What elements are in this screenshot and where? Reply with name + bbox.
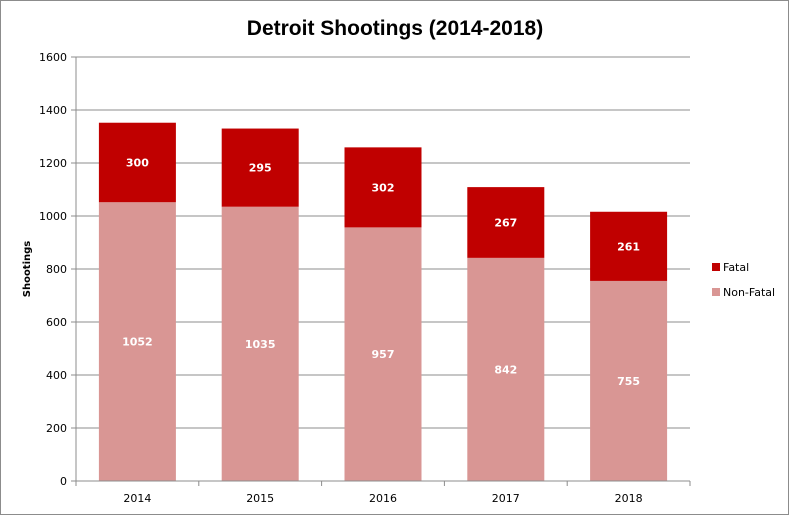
y-tick-label: 1200 xyxy=(39,157,67,170)
x-tick-label: 2014 xyxy=(123,492,151,505)
y-tick-label: 400 xyxy=(46,369,67,382)
bar-fatal xyxy=(590,211,668,281)
x-tick-label: 2018 xyxy=(615,492,643,505)
bar-non-fatal xyxy=(344,227,422,481)
bar-fatal xyxy=(467,187,545,258)
x-tick-label: 2016 xyxy=(369,492,397,505)
bar-fatal xyxy=(221,128,299,207)
data-label: 267 xyxy=(494,216,517,229)
y-tick-label: 1600 xyxy=(39,51,67,64)
y-tick-label: 1400 xyxy=(39,104,67,117)
bar-fatal xyxy=(98,122,176,203)
y-axis-label: Shootings xyxy=(22,241,33,298)
data-label: 957 xyxy=(372,348,395,361)
legend-label: Non-Fatal xyxy=(723,286,775,299)
axes: 0 200 400 600 800 1000 1200 1400 1600 2014 2015 201… xyxy=(39,51,691,505)
x-tick-label: 2015 xyxy=(246,492,274,505)
bar-non-fatal xyxy=(467,257,545,481)
legend: Fatal Non-Fatal xyxy=(712,261,775,299)
chart-title: Detroit Shootings (2014-2018) xyxy=(247,17,543,40)
bar-non-fatal xyxy=(98,202,176,481)
y-tick-label: 1000 xyxy=(39,210,67,223)
data-label: 1052 xyxy=(122,336,153,349)
data-label: 295 xyxy=(249,162,272,175)
y-tick-label: 600 xyxy=(46,316,67,329)
y-tick-label: 800 xyxy=(46,263,67,276)
legend-label: Fatal xyxy=(723,261,749,274)
y-tick-label: 200 xyxy=(46,422,67,435)
bar-fatal xyxy=(344,147,422,228)
data-label: 1035 xyxy=(245,338,276,351)
bars: 1052 300 1035 295 957 302 842 267 755 261 xyxy=(98,122,668,481)
data-label: 261 xyxy=(617,240,640,253)
bar-non-fatal xyxy=(221,206,299,481)
legend-swatch xyxy=(712,263,720,271)
data-label: 302 xyxy=(372,181,395,194)
data-label: 755 xyxy=(617,375,640,388)
data-label: 842 xyxy=(494,363,517,376)
bar-non-fatal xyxy=(590,280,668,481)
x-tick-label: 2017 xyxy=(492,492,520,505)
legend-swatch xyxy=(712,288,720,296)
y-tick-label: 0 xyxy=(60,475,67,488)
data-label: 300 xyxy=(126,156,149,169)
